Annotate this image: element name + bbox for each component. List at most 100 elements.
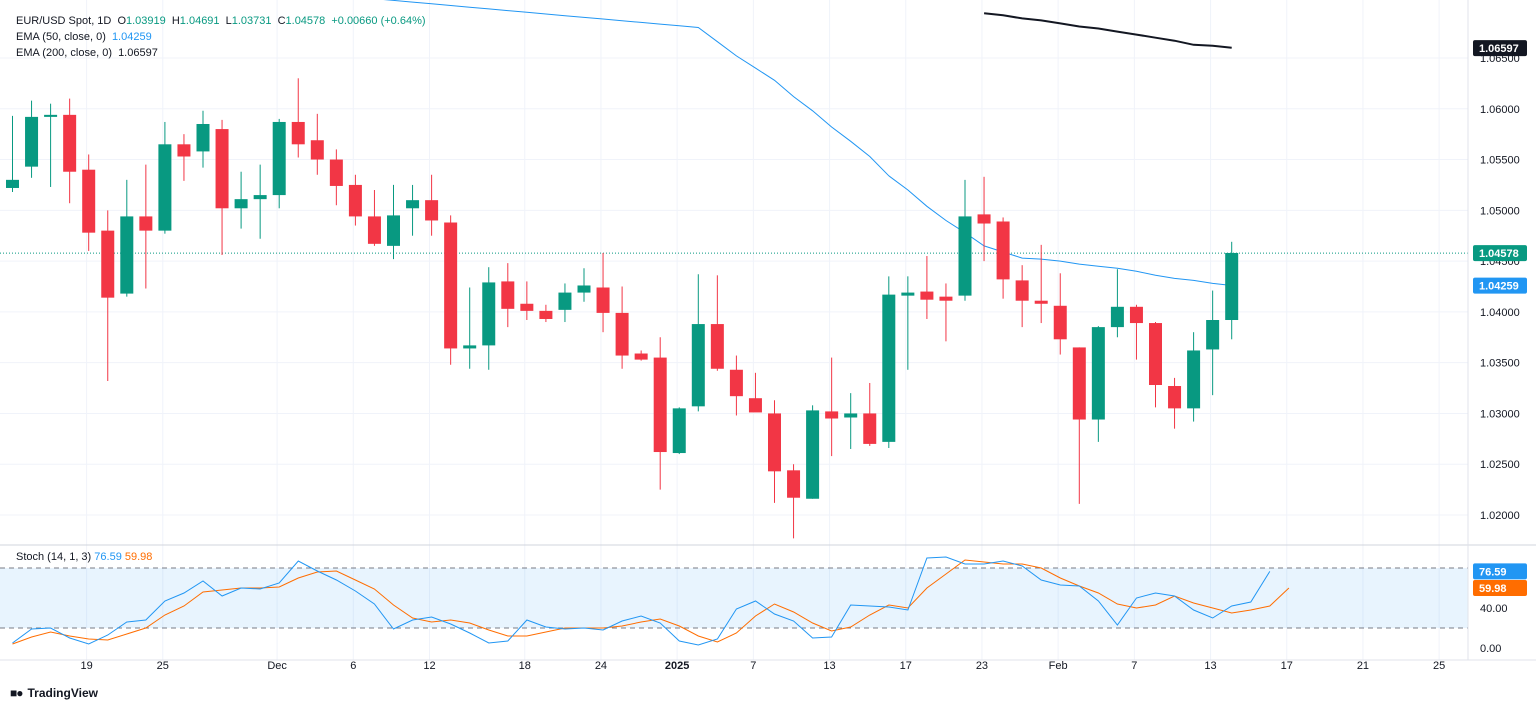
candle-up: [463, 287, 477, 369]
candle-body: [691, 324, 705, 407]
price-axis[interactable]: 1.02000 1.02500 1.03000 1.03500 1.04000 1.045…: [1480, 53, 1520, 522]
candle-body: [329, 159, 343, 186]
candle-down: [920, 256, 934, 319]
stoch-k-tag-text: 76.59: [1479, 566, 1507, 578]
time-tick-label: 2025: [665, 660, 689, 672]
candle-up: [577, 268, 591, 302]
candle-body: [958, 216, 972, 296]
candle-down: [1015, 265, 1029, 328]
candle-down: [748, 372, 762, 413]
candle-down: [139, 164, 153, 289]
ema200-price-tag-bg: [1473, 40, 1527, 57]
candle-body: [939, 296, 953, 301]
stoch-axis[interactable]: 0.00 40.00: [1480, 603, 1508, 655]
open-label: O: [117, 15, 126, 27]
candle-body: [1129, 306, 1143, 324]
symbol-legend[interactable]: EUR/USD Spot, 1D O1.03919 H1.04691 L1.03…: [16, 15, 429, 28]
time-tick-label: 13: [1204, 660, 1216, 672]
candle-down: [596, 252, 610, 333]
candle-body: [577, 285, 591, 293]
candle-body: [253, 195, 267, 200]
time-tick-label: Dec: [267, 660, 287, 672]
candle-up: [958, 179, 972, 301]
candle-up: [120, 179, 134, 297]
candle-down: [520, 281, 534, 321]
candle-up: [672, 407, 686, 455]
candle-body: [463, 345, 477, 349]
candle-body: [444, 222, 458, 349]
candle-body: [672, 408, 686, 454]
candle-body: [348, 184, 362, 217]
stoch-k-value: 76.59: [94, 551, 122, 563]
tradingview-brand[interactable]: ■● TradingView: [10, 686, 98, 700]
candle-up: [558, 283, 572, 323]
candle-body: [501, 281, 515, 309]
candle-body: [158, 144, 172, 231]
candle-down: [1149, 322, 1162, 408]
time-tick-label: 13: [823, 660, 835, 672]
stoch-legend[interactable]: Stoch (14, 1, 3) 76.59 59.98: [16, 551, 152, 563]
ema50-line: [383, 0, 1232, 286]
candle-up: [482, 267, 496, 370]
candle-body: [6, 179, 19, 188]
price-tick-label: 1.02500: [1480, 459, 1520, 471]
time-tick-label: 19: [80, 660, 92, 672]
candle-down: [348, 174, 362, 226]
candle-up: [44, 103, 58, 187]
candle-body: [596, 287, 610, 313]
candle-body: [139, 216, 153, 231]
candle-up: [6, 115, 19, 193]
candle-body: [25, 116, 39, 167]
ema50-price-tag-text: 1.04259: [1479, 281, 1519, 293]
high-value: 1.04691: [179, 15, 220, 27]
close-label: C: [277, 15, 286, 27]
candle-body: [120, 216, 134, 294]
ema200-legend[interactable]: EMA (200, close, 0) 1.06597: [16, 47, 161, 60]
time-tick-label: 25: [1433, 660, 1445, 672]
ema200-value: 1.06597: [118, 47, 158, 59]
time-tick-label: 12: [423, 660, 435, 672]
candle-body: [615, 312, 629, 356]
time-axis[interactable]: 19 25 Dec 6 12 18 24 2025 7 13 17 23 Feb 7 13 17 21 25: [80, 660, 1445, 672]
candle-body: [920, 291, 934, 300]
price-gridlines: [0, 0, 1468, 660]
stoch-d-tag: 59.98: [1473, 580, 1527, 597]
candle-down: [63, 98, 77, 204]
candle-down: [863, 382, 877, 446]
candle-body: [1053, 305, 1067, 340]
ema200-label[interactable]: EMA (200, close, 0): [16, 47, 112, 59]
candle-body: [310, 140, 324, 160]
candle-body: [196, 123, 210, 152]
candle-up: [25, 100, 39, 178]
candle-up: [253, 164, 267, 239]
low-value: 1.03731: [231, 15, 272, 27]
stoch-d-value: 59.98: [124, 551, 153, 563]
candle-body: [996, 221, 1010, 280]
tradingview-logo-icon: ■●: [10, 686, 23, 700]
stoch-label[interactable]: Stoch (14, 1, 3): [16, 551, 92, 563]
stoch-d-line: [12, 559, 1290, 645]
ema50-legend[interactable]: EMA (50, close, 0) 1.04259: [16, 31, 155, 44]
candle-down: [82, 154, 96, 251]
time-tick-label: 23: [976, 660, 988, 672]
price-tick-label: 1.02000: [1480, 510, 1520, 522]
candle-up: [406, 184, 420, 236]
candle-body: [710, 324, 724, 369]
candle-down: [996, 217, 1010, 299]
candle-body: [844, 413, 858, 418]
stoch-tick-label: 0.00: [1480, 643, 1501, 655]
candle-body: [367, 216, 381, 244]
time-tick-label: 6: [350, 660, 356, 672]
ema50-label[interactable]: EMA (50, close, 0): [16, 31, 106, 43]
time-tick-label: 25: [157, 660, 169, 672]
candle-down: [653, 337, 667, 490]
candle-body: [806, 410, 820, 499]
candle-down: [215, 119, 229, 256]
ema50-series: [383, 0, 1232, 286]
ema50-price-tag-bg: [1473, 277, 1527, 294]
symbol-title[interactable]: EUR/USD Spot, 1D: [16, 15, 112, 27]
candle-down: [177, 134, 191, 181]
time-tick-label: 7: [1131, 660, 1137, 672]
open-value: 1.03919: [126, 15, 166, 27]
